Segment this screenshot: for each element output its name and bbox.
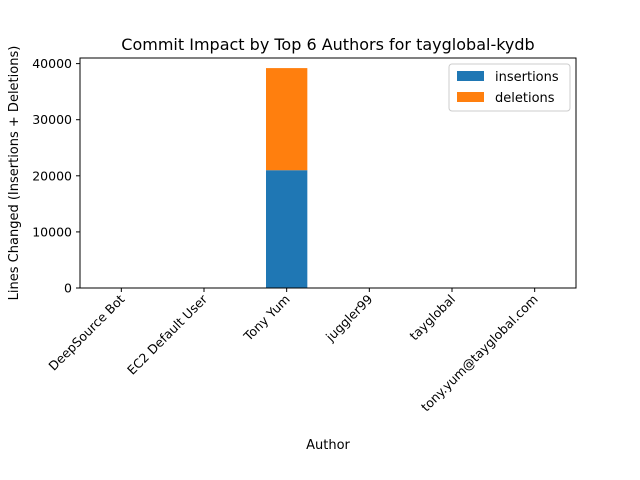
chart-title: Commit Impact by Top 6 Authors for taygl… [121, 35, 534, 54]
bar-deletions-2 [266, 68, 308, 171]
y-tick-label-4: 40000 [32, 56, 72, 71]
y-tick-label-1: 10000 [32, 224, 72, 239]
legend: insertions deletions [448, 63, 571, 112]
legend-label-deletions: deletions [495, 91, 555, 106]
y-axis: 0 10000 20000 30000 40000 [32, 56, 80, 296]
bars-layer [266, 68, 308, 288]
legend-label-insertions: insertions [495, 70, 559, 85]
y-tick-label-2: 20000 [32, 168, 72, 183]
y-axis-title: Lines Changed (Insertions + Deletions) [7, 46, 22, 301]
x-axis-title: Author [306, 438, 350, 453]
legend-swatch-deletions [457, 92, 484, 102]
plot-frame [79, 57, 577, 289]
legend-swatch-insertions [457, 71, 484, 81]
bar-insertions-2 [266, 170, 308, 288]
y-tick-label-3: 30000 [32, 112, 72, 127]
y-tick-label-0: 0 [64, 281, 72, 296]
